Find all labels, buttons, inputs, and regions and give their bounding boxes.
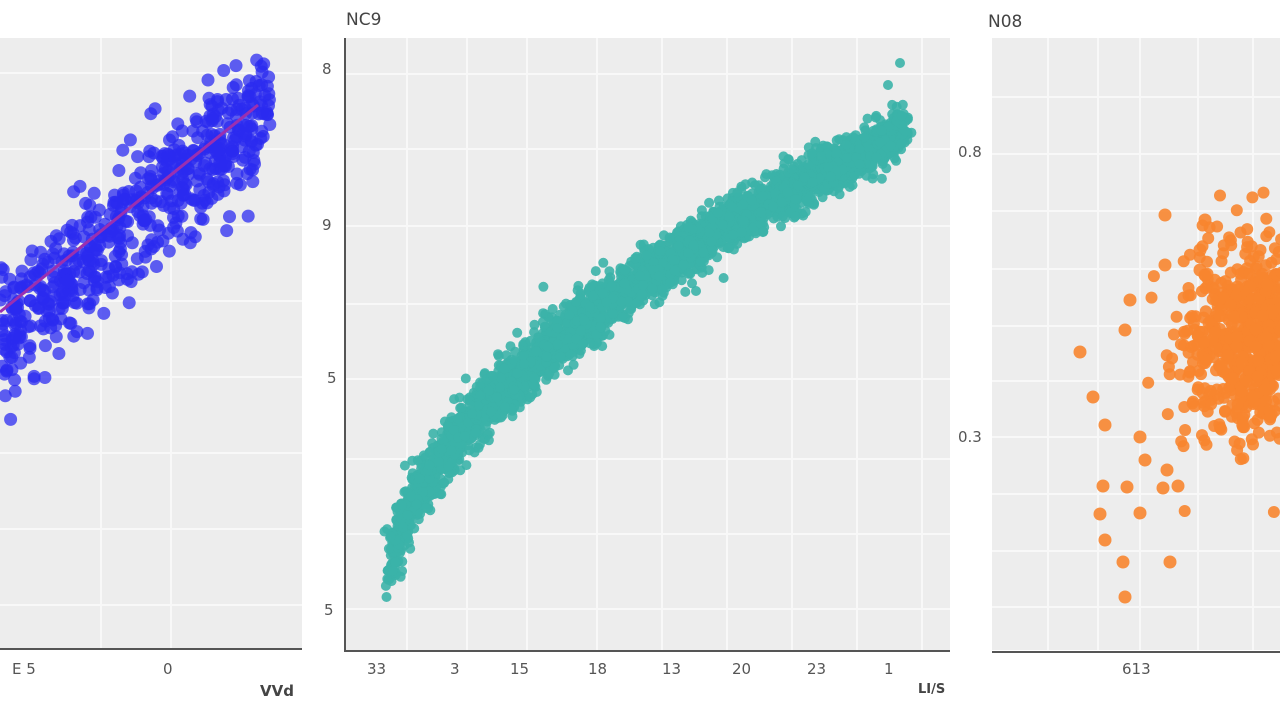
gridline (170, 38, 172, 648)
gridline (346, 533, 950, 535)
right-scatter-points (1073, 186, 1280, 604)
center-x-axis-title: LI/S (918, 682, 946, 697)
center-x-tick-0: 33 (367, 660, 387, 678)
right-x-tick-0: 613 (1122, 660, 1151, 678)
gridline (346, 73, 950, 75)
left-x-tick-1: 0 (163, 660, 173, 678)
center-x-axis (344, 650, 950, 652)
gridline (992, 325, 1280, 327)
gridline (992, 210, 1280, 212)
gridline (1047, 38, 1049, 650)
gridline (791, 38, 793, 650)
center-x-tick-1: 3 (450, 660, 460, 678)
gridline (0, 528, 302, 530)
gridline (346, 608, 950, 610)
gridline (0, 604, 302, 606)
right-x-axis (992, 651, 1280, 653)
gridline (661, 38, 663, 650)
gridline (466, 38, 468, 650)
center-x-tick-5: 20 (732, 660, 752, 678)
gridline (0, 376, 302, 378)
gridline (346, 303, 950, 305)
gridline (346, 378, 950, 380)
center-y-tick-2: 5 (327, 369, 337, 387)
gridline (992, 493, 1280, 495)
center-y-tick-0: 8 (322, 60, 332, 78)
left-x-tick-0: E 5 (12, 660, 36, 678)
left-x-axis-title: VVd (260, 682, 294, 700)
gridline (346, 225, 950, 227)
gridline (0, 452, 302, 454)
gridline (992, 380, 1280, 382)
center-panel-title: NC9 (346, 10, 382, 30)
gridline (992, 268, 1280, 270)
gridline (0, 300, 302, 302)
gridline (346, 148, 950, 150)
right-y-tick-1: 0.3 (958, 428, 982, 446)
gridline (1139, 38, 1141, 650)
center-y-axis (344, 38, 346, 652)
center-x-tick-3: 18 (588, 660, 608, 678)
gridline (346, 458, 950, 460)
left-scatter-panel: E 5 0 VVd (0, 0, 310, 720)
center-scatter-points (379, 58, 917, 602)
gridline (726, 38, 728, 650)
left-scatter-points (0, 53, 277, 426)
gridline (0, 72, 302, 74)
gridline (921, 38, 923, 650)
right-scatter-panel: N08 0.8 0.3 613 (958, 0, 1280, 720)
gridline (992, 96, 1280, 98)
gridline (856, 38, 858, 650)
gridline (992, 153, 1280, 155)
gridline (100, 38, 102, 648)
gridline (992, 550, 1280, 552)
right-y-tick-0: 0.8 (958, 143, 982, 161)
gridline (992, 606, 1280, 608)
center-x-tick-6: 23 (807, 660, 827, 678)
center-y-tick-1: 9 (322, 216, 332, 234)
right-panel-title: N08 (988, 12, 1023, 32)
center-x-tick-7: 1 (884, 660, 894, 678)
center-x-tick-4: 13 (662, 660, 682, 678)
gridline (1097, 38, 1099, 650)
center-x-tick-2: 15 (510, 660, 530, 678)
center-scatter-panel: NC9 8 9 5 5 33 3 15 18 13 20 23 1 LI/S (310, 0, 960, 720)
gridline (406, 38, 408, 650)
left-x-axis (0, 648, 302, 650)
center-y-tick-3: 5 (324, 601, 334, 619)
